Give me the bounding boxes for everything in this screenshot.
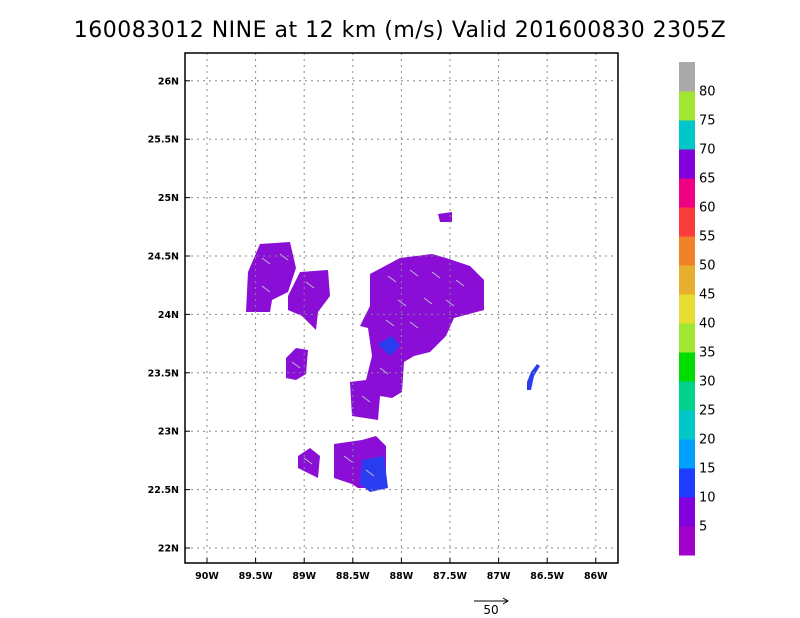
- reference-vector: 50: [474, 597, 509, 617]
- longitude-axis: 90W 89.5W 89W 88.5W 88W 87.5W 87W 86.5W 86W: [195, 571, 608, 582]
- colorbar-swatch: [679, 120, 695, 150]
- lon-tick-label: 86.5W: [530, 571, 564, 582]
- wind-region-west: [246, 242, 296, 312]
- colorbar-label: 80: [699, 85, 716, 100]
- lat-tick-label: 25.5N: [148, 135, 179, 146]
- lon-tick-label: 89W: [292, 571, 316, 582]
- colorbar-swatch: [679, 236, 695, 266]
- colorbar-swatch: [679, 149, 695, 179]
- lon-tick-label: 90W: [195, 571, 219, 582]
- wind-region-southwest-a: [286, 348, 308, 380]
- colorbar-label: 15: [699, 462, 716, 477]
- lon-tick-label: 87.5W: [433, 571, 467, 582]
- colorbar-swatch: [679, 294, 695, 324]
- wind-region-west-center: [288, 270, 330, 330]
- colorbar-swatch: [679, 381, 695, 411]
- lon-tick-label: 86W: [584, 571, 608, 582]
- colorbar-swatch: [679, 91, 695, 121]
- colorbar-label: 50: [699, 259, 716, 274]
- colorbar-label: 65: [699, 172, 716, 187]
- lat-tick-label: 26N: [158, 76, 179, 87]
- lat-tick-label: 24N: [158, 310, 179, 321]
- colorbar-swatch: [679, 207, 695, 237]
- colorbar-label: 55: [699, 230, 716, 245]
- lon-tick-label: 88W: [390, 571, 414, 582]
- colorbar-label: 70: [699, 143, 716, 158]
- colorbar-swatch: [679, 439, 695, 469]
- colorbar-label: 30: [699, 375, 716, 390]
- lon-tick-label: 88.5W: [336, 571, 370, 582]
- colorbar-swatch: [679, 526, 695, 556]
- lat-tick-label: 22N: [158, 544, 179, 555]
- wind-region-blue-center: [378, 336, 400, 356]
- colorbar-swatch: [679, 468, 695, 498]
- reference-vector-label: 50: [483, 603, 498, 617]
- colorbar-swatch: [679, 265, 695, 295]
- wind-region-southwest-b: [298, 448, 320, 478]
- lon-tick-label: 87W: [487, 571, 511, 582]
- wind-regions: [246, 212, 540, 492]
- wind-region-central: [350, 254, 484, 420]
- map-frame: [184, 52, 619, 564]
- colorbar-label: 20: [699, 433, 716, 448]
- colorbar-label: 5: [699, 520, 707, 535]
- colorbar-label: 10: [699, 491, 716, 506]
- wind-region-south-blue: [360, 456, 388, 492]
- colorbar-swatch: [679, 323, 695, 353]
- chart-title: 160083012 NINE at 12 km (m/s) Valid 2016…: [73, 18, 727, 43]
- lat-tick-label: 23N: [158, 427, 179, 438]
- lat-tick-label: 22.5N: [148, 485, 179, 496]
- lon-tick-label: 89.5W: [239, 571, 273, 582]
- lat-tick-label: 24.5N: [148, 252, 179, 263]
- colorbar-label: 45: [699, 288, 716, 303]
- colorbar-label: 75: [699, 114, 716, 129]
- wind-vectors: [261, 253, 465, 477]
- colorbar-swatch: [679, 497, 695, 527]
- colorbar-label: 40: [699, 317, 716, 332]
- map-grid: [185, 53, 618, 563]
- wind-region-east: [527, 364, 540, 390]
- colorbar-swatch: [679, 62, 695, 92]
- colorbar-swatch: [679, 352, 695, 382]
- colorbar-swatch: [679, 410, 695, 440]
- colorbar-label: 60: [699, 201, 716, 216]
- colorbar: 5 10 15 20 25 30 35 40 45 50 55 60 65 70 75 80: [679, 62, 716, 556]
- colorbar-label: 35: [699, 346, 716, 361]
- wind-region-north: [438, 212, 452, 222]
- colorbar-label: 25: [699, 404, 716, 419]
- lat-tick-label: 25N: [158, 193, 179, 204]
- lat-tick-label: 23.5N: [148, 368, 179, 379]
- latitude-axis: 22N 22.5N 23N 23.5N 24N 24.5N 25N 25.5N 26N: [148, 76, 179, 554]
- colorbar-swatch: [679, 178, 695, 208]
